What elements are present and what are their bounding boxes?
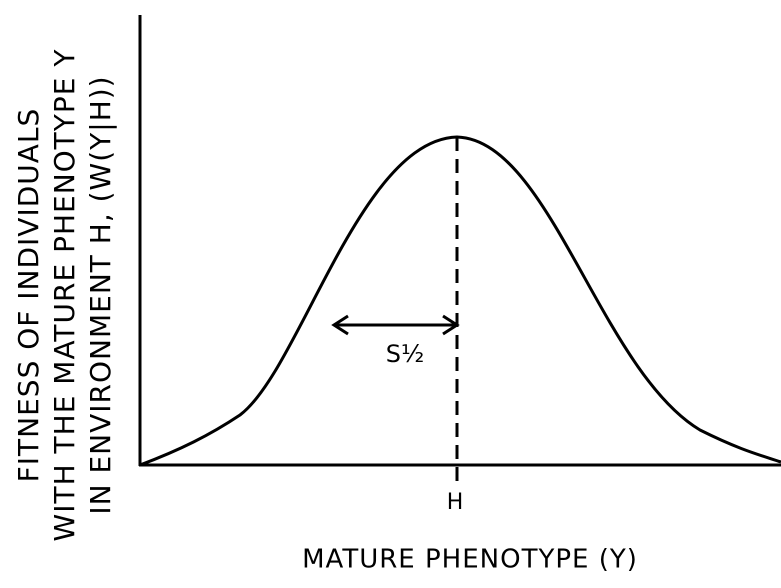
arrow-head-left [331,314,349,336]
y-axis-label: FITNESS OF INDIVIDUALS WITH THE MATURE P… [12,49,117,542]
fitness-curve [139,135,781,467]
width-annotation: S½ [386,340,425,368]
x-axis-label: MATURE PHENOTYPE (Y) [302,545,638,575]
y-axis-label-line: WITH THE MATURE PHENOTYPE Y [48,49,81,542]
y-axis-label-line: FITNESS OF INDIVIDUALS [12,108,45,483]
arrow-head-right [442,314,460,336]
x-tick-label: H [447,490,464,515]
y-axis-label-line: IN ENVIRONMENT H, (W(Y|H)) [84,75,117,514]
